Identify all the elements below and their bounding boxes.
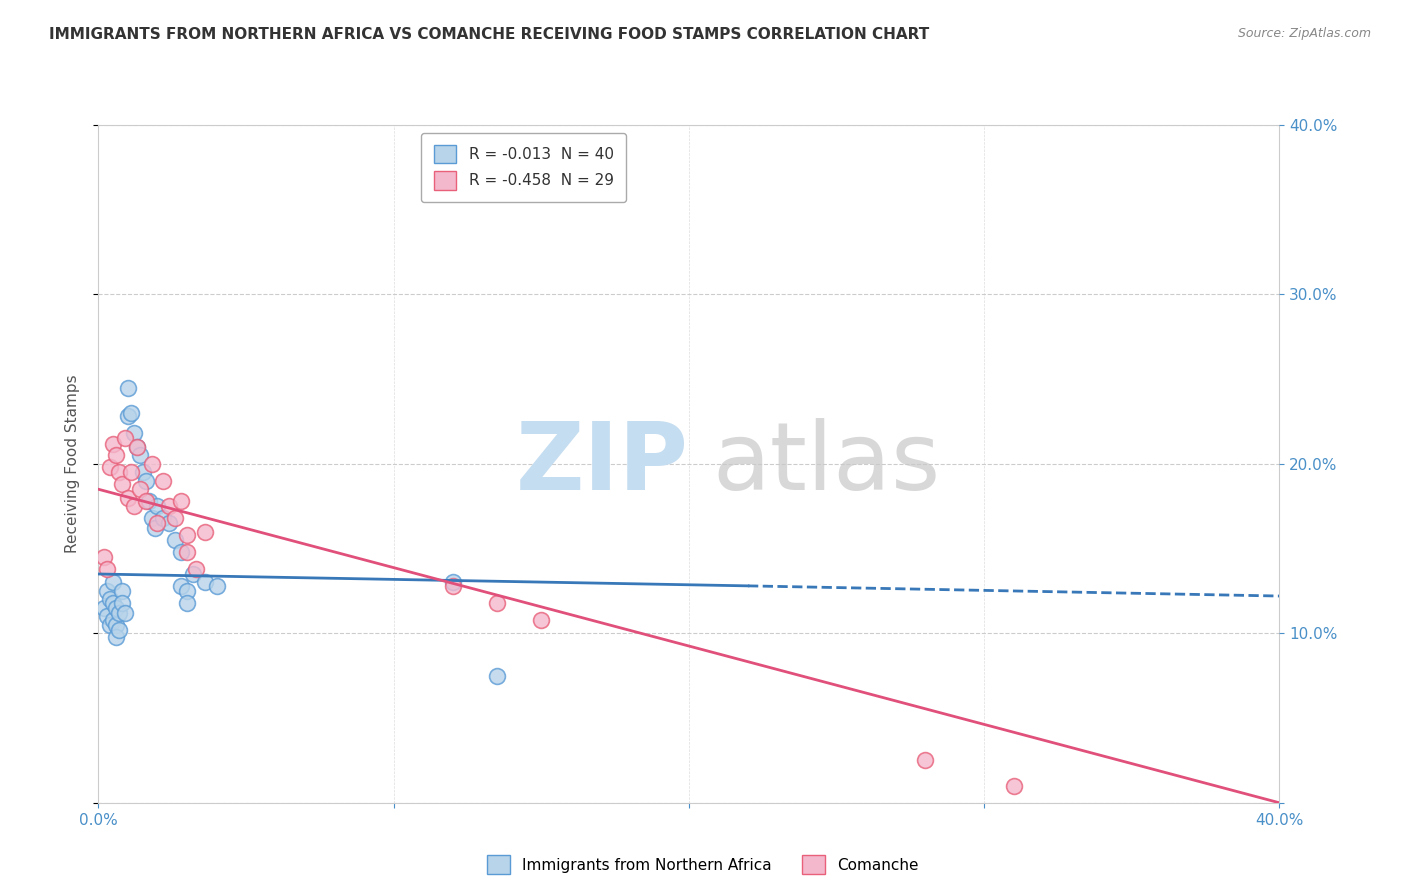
Point [105, 601, 128, 615]
Point [441, 575, 464, 590]
Point [96, 562, 118, 576]
Point [194, 524, 217, 539]
Point [146, 516, 169, 530]
Point [128, 483, 150, 497]
Point [170, 545, 193, 559]
Point [152, 474, 174, 488]
Point [103, 613, 125, 627]
Point [138, 494, 160, 508]
Point [98, 592, 121, 607]
Point [170, 494, 193, 508]
Text: IMMIGRANTS FROM NORTHERN AFRICA VS COMANCHE RECEIVING FOOD STAMPS CORRELATION CH: IMMIGRANTS FROM NORTHERN AFRICA VS COMAN… [49, 27, 929, 42]
Point [157, 516, 180, 530]
Point [135, 474, 157, 488]
Point [98, 618, 121, 632]
Point [1002, 779, 1025, 793]
Point [165, 533, 187, 548]
Point [111, 477, 134, 491]
Point [184, 562, 207, 576]
Point [120, 406, 142, 420]
Point [117, 381, 139, 395]
Point [103, 436, 125, 450]
Point [120, 466, 142, 480]
Point [103, 575, 125, 590]
Y-axis label: Receiving Food Stamps: Receiving Food Stamps [65, 375, 80, 553]
Point [205, 579, 228, 593]
Point [96, 609, 118, 624]
Point [530, 613, 553, 627]
Point [117, 491, 139, 505]
Legend: R = -0.013  N = 40, R = -0.458  N = 29: R = -0.013 N = 40, R = -0.458 N = 29 [422, 133, 626, 202]
Point [141, 511, 163, 525]
Point [181, 567, 204, 582]
Point [914, 753, 936, 767]
Text: Source: ZipAtlas.com: Source: ZipAtlas.com [1237, 27, 1371, 40]
Point [125, 440, 148, 454]
Point [143, 521, 166, 535]
Point [111, 596, 134, 610]
Point [176, 584, 198, 599]
Point [114, 432, 136, 446]
Point [108, 606, 131, 620]
Point [176, 545, 198, 559]
Point [165, 511, 187, 525]
Point [157, 500, 180, 514]
Point [486, 596, 509, 610]
Point [105, 618, 128, 632]
Legend: Immigrants from Northern Africa, Comanche: Immigrants from Northern Africa, Comanch… [481, 849, 925, 880]
Point [176, 596, 198, 610]
Point [93, 601, 115, 615]
Point [96, 584, 118, 599]
Point [111, 584, 134, 599]
Point [170, 579, 193, 593]
Point [105, 449, 128, 463]
Point [194, 575, 217, 590]
Point [441, 579, 464, 593]
Text: ZIP: ZIP [516, 417, 689, 510]
Point [117, 409, 139, 424]
Point [152, 511, 174, 525]
Point [122, 500, 145, 514]
Point [486, 669, 509, 683]
Point [108, 466, 131, 480]
Point [128, 449, 150, 463]
Point [105, 630, 128, 644]
Point [141, 457, 163, 471]
Point [146, 500, 169, 514]
Point [135, 494, 157, 508]
Point [103, 596, 125, 610]
Point [114, 606, 136, 620]
Text: atlas: atlas [713, 417, 941, 510]
Point [122, 426, 145, 441]
Point [108, 623, 131, 637]
Point [98, 460, 121, 475]
Point [93, 549, 115, 565]
Point [176, 528, 198, 542]
Point [125, 440, 148, 454]
Point [132, 466, 155, 480]
